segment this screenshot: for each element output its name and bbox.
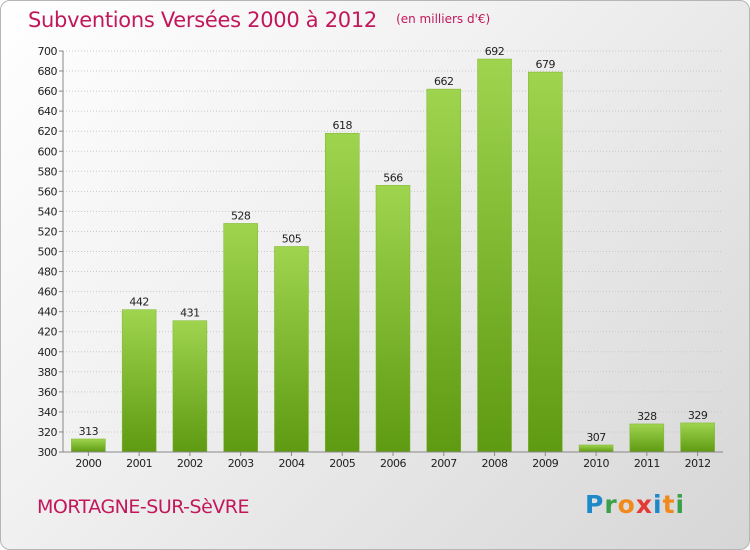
chart-title: Subventions Versées 2000 à 2012 <box>28 8 377 32</box>
bar <box>274 246 309 453</box>
y-tick-label: 620 <box>38 125 58 138</box>
bar <box>629 423 665 453</box>
bar <box>172 320 208 453</box>
logo-letter: r <box>604 490 618 519</box>
y-tick-label: 440 <box>38 306 58 319</box>
x-tick-label: 2011 <box>634 457 660 470</box>
bar-value-label: 662 <box>434 75 454 88</box>
bar <box>578 444 614 453</box>
x-tick-label: 2006 <box>380 457 406 470</box>
bar-value-label: 505 <box>282 232 302 245</box>
y-tick-label: 520 <box>38 225 58 238</box>
y-tick-label: 360 <box>38 386 58 399</box>
y-tick-label: 340 <box>38 406 58 419</box>
logo-letter: i <box>653 490 663 519</box>
logo-letter: i <box>675 490 686 519</box>
bar-value-label: 307 <box>586 431 606 444</box>
x-axis-ticks: 2000 2001 2002 2003 2004 2005 2006 2007 2008 2009… <box>75 452 711 470</box>
bar <box>324 132 360 453</box>
bar-value-label: 328 <box>637 410 657 423</box>
y-tick-label: 560 <box>38 185 58 198</box>
bar-value-label: 442 <box>129 296 149 309</box>
x-tick-label: 2001 <box>126 457 152 470</box>
y-tick-label: 420 <box>38 326 58 339</box>
y-tick-label: 320 <box>38 426 58 439</box>
y-tick-label: 580 <box>38 165 58 178</box>
x-tick-label: 2005 <box>329 457 355 470</box>
commune-name: MORTAGNE-SUR-SèVRE <box>37 496 249 518</box>
y-axis-ticks: 300 320 340 360 380 400 420 440 460 480 500 520 540 5… <box>38 45 63 459</box>
y-tick-label: 380 <box>38 366 58 379</box>
y-tick-label: 300 <box>38 446 58 459</box>
bar-value-label: 679 <box>536 58 556 71</box>
chart-subtitle: (en milliers d'€) <box>396 12 491 26</box>
bar <box>121 309 157 453</box>
proxiti-logo[interactable]: Proxiti <box>585 490 685 519</box>
bar-value-label: 313 <box>79 425 99 438</box>
title-row: Subventions Versées 2000 à 2012 (en mill… <box>28 8 490 32</box>
y-tick-label: 640 <box>38 105 58 118</box>
bar <box>477 58 512 453</box>
y-tick-label: 400 <box>38 346 58 359</box>
bar <box>375 185 411 453</box>
bar <box>680 422 715 453</box>
logo-letter: P <box>585 490 605 519</box>
bar <box>223 223 258 453</box>
value-labels: 313 442 431 528 505 618 566 662 692 679 307 328 329 <box>79 45 709 444</box>
y-tick-label: 540 <box>38 205 58 218</box>
bar-value-label: 329 <box>688 409 708 422</box>
x-tick-label: 2007 <box>431 457 457 470</box>
y-tick-label: 660 <box>38 85 58 98</box>
bars <box>71 58 715 453</box>
bar-value-label: 528 <box>231 209 251 222</box>
bar-value-label: 566 <box>383 171 403 184</box>
y-tick-label: 460 <box>38 286 58 299</box>
bar <box>426 88 462 453</box>
x-tick-label: 2000 <box>75 457 101 470</box>
x-tick-label: 2004 <box>278 457 304 470</box>
logo-letter: x <box>635 490 653 519</box>
y-tick-label: 480 <box>38 266 58 279</box>
x-tick-label: 2008 <box>482 457 508 470</box>
x-tick-label: 2002 <box>177 457 203 470</box>
logo-letter: t <box>662 490 676 519</box>
logo-letter: o <box>617 490 636 519</box>
bar <box>71 438 106 453</box>
bar-value-label: 692 <box>485 45 505 58</box>
bar <box>528 71 563 453</box>
x-tick-label: 2009 <box>532 457 558 470</box>
bar-value-label: 618 <box>332 119 352 132</box>
y-tick-label: 680 <box>38 65 58 78</box>
x-tick-label: 2010 <box>583 457 609 470</box>
y-tick-label: 500 <box>38 246 58 259</box>
bar-value-label: 431 <box>180 307 200 320</box>
x-tick-label: 2003 <box>228 457 254 470</box>
y-tick-label: 700 <box>38 45 58 58</box>
x-tick-label: 2012 <box>685 457 711 470</box>
y-tick-label: 600 <box>38 145 58 158</box>
